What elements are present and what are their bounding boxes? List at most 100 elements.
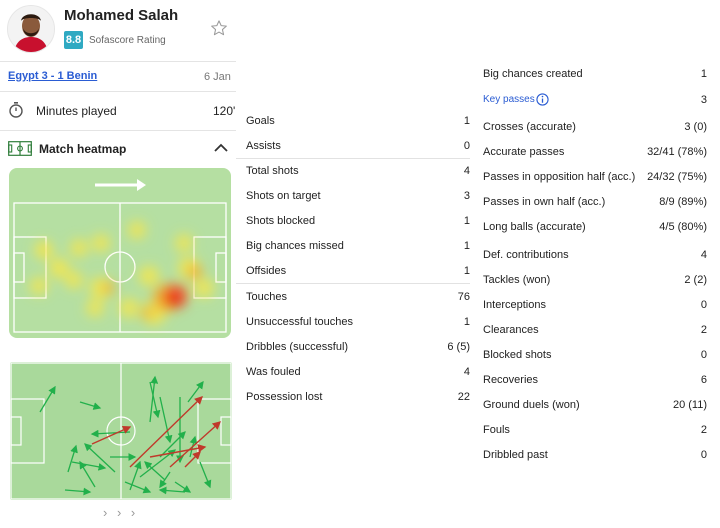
heatmap-title: Match heatmap: [39, 142, 127, 156]
stat-label: Was fouled: [246, 366, 301, 378]
stat-row-big-chances-created: Big chances created 1: [483, 66, 707, 82]
player-avatar: [7, 5, 55, 53]
stat-value: 4: [463, 165, 470, 177]
heatmap-pitch: [9, 168, 231, 338]
stat-value: 22: [457, 391, 470, 403]
stat-value: 8/9 (89%): [659, 196, 707, 208]
minutes-played-label: Minutes played: [36, 104, 117, 118]
stat-row-big-chances-missed: Big chances missed 1: [246, 238, 470, 254]
stat-row-shots-on-target: Shots on target 3: [246, 188, 470, 204]
stat-row-passes-in-own-half-acc: Passes in own half (acc.) 8/9 (89%): [483, 194, 707, 210]
stat-row-long-balls-accurate: Long balls (accurate) 4/5 (80%): [483, 219, 707, 235]
stat-label: Unsuccessful touches: [246, 316, 353, 328]
stat-label: Tackles (won): [483, 274, 551, 286]
stats-column-attack: Goals 1 Assists 0 Total shots 4 Shots on targe…: [236, 0, 470, 528]
minutes-played-value: 120': [213, 104, 236, 118]
stat-row-accurate-passes: Accurate passes 32/41 (78%): [483, 144, 707, 160]
stat-value: 1: [463, 215, 470, 227]
stat-value: 1: [700, 68, 707, 80]
stat-value: 2: [700, 324, 707, 336]
stopwatch-icon: [8, 101, 24, 119]
stat-row-fouls: Fouls 2: [483, 422, 707, 438]
stat-row-blocked-shots: Blocked shots 0: [483, 347, 707, 363]
stat-value: 20 (11): [672, 399, 707, 411]
stat-label: Blocked shots: [483, 349, 552, 361]
stat-row-ground-duels-won: Ground duels (won) 20 (11): [483, 397, 707, 413]
stat-label: Shots blocked: [246, 215, 316, 227]
stat-row-was-fouled: Was fouled 4: [246, 364, 470, 380]
stat-value: 0: [463, 140, 470, 152]
stat-row-tackles-won: Tackles (won) 2 (2): [483, 272, 707, 288]
divider: [0, 61, 236, 62]
stat-label: Passes in opposition half (acc.): [483, 171, 636, 183]
stat-label: Ground duels (won): [483, 399, 580, 411]
match-date: 6 Jan: [204, 71, 231, 83]
stat-value: 1: [463, 316, 470, 328]
stat-label: Offsides: [246, 265, 287, 277]
stat-row-recoveries: Recoveries 6: [483, 372, 707, 388]
stat-row-total-shots: Total shots 4: [246, 163, 470, 179]
stat-label: Dribbles (successful): [246, 341, 349, 353]
pass-map-pitch: [10, 362, 232, 500]
stat-row-dribbles-successful: Dribbles (successful) 6 (5): [246, 339, 470, 355]
stat-value: 1: [463, 115, 470, 127]
stat-row-touches: Touches 76: [246, 289, 470, 305]
stat-label: Interceptions: [483, 299, 546, 311]
stat-label: Fouls: [483, 424, 510, 436]
stat-label: Goals: [246, 115, 275, 127]
stat-row-passes-in-opposition-half-acc: Passes in opposition half (acc.) 24/32 (7…: [483, 169, 707, 185]
stat-label: Total shots: [246, 165, 299, 177]
stat-value: 4: [700, 249, 707, 261]
stat-value: 0: [700, 299, 707, 311]
stat-label: Long balls (accurate): [483, 221, 586, 233]
match-link[interactable]: Egypt 3 - 1 Benin: [8, 70, 98, 82]
divider: [236, 283, 470, 284]
stat-row-offsides: Offsides 1: [246, 263, 470, 279]
stat-value: 32/41 (78%): [647, 146, 707, 158]
info-icon[interactable]: [536, 93, 549, 106]
divider: [0, 91, 236, 92]
stat-label: Touches: [246, 291, 287, 303]
stat-row-assists: Assists 0: [246, 138, 470, 154]
stat-row-def-contributions: Def. contributions 4: [483, 247, 707, 263]
stat-label: Big chances missed: [246, 240, 344, 252]
stat-value: 2: [700, 424, 707, 436]
stat-row-goals: Goals 1: [246, 113, 470, 129]
stat-label: Shots on target: [246, 190, 321, 202]
stat-label[interactable]: Key passes: [483, 94, 535, 105]
stat-value: 1: [463, 265, 470, 277]
stat-value: 4/5 (80%): [659, 221, 707, 233]
stat-value: 6 (5): [447, 341, 470, 353]
stat-value: 0: [700, 349, 707, 361]
chevron-up-icon[interactable]: [213, 141, 229, 155]
rating-badge: 8.8: [64, 31, 83, 49]
player-name: Mohamed Salah: [64, 7, 179, 24]
stat-label: Clearances: [483, 324, 539, 336]
pitch-icon: [8, 141, 32, 156]
stat-row-key-passes[interactable]: Key passes 3: [483, 92, 707, 108]
stat-label: Accurate passes: [483, 146, 565, 158]
stat-label: Recoveries: [483, 374, 539, 386]
stat-label: Crosses (accurate): [483, 121, 576, 133]
stat-value: 76: [457, 291, 470, 303]
stat-value: 0: [700, 449, 707, 461]
stat-value: 24/32 (75%): [647, 171, 707, 183]
stat-row-clearances: Clearances 2: [483, 322, 707, 338]
stat-label: Passes in own half (acc.): [483, 196, 606, 208]
stat-row-dribbled-past: Dribbled past 0: [483, 447, 707, 463]
pagination-chevrons[interactable]: › › ›: [103, 505, 139, 520]
stat-value: 3: [463, 190, 470, 202]
divider: [236, 158, 470, 159]
stat-row-unsuccessful-touches: Unsuccessful touches 1: [246, 314, 470, 330]
star-icon[interactable]: [210, 19, 228, 37]
stat-value: 4: [463, 366, 470, 378]
stat-label: Def. contributions: [483, 249, 569, 261]
stat-row-possession-lost: Possession lost 22: [246, 389, 470, 405]
stat-value: 6: [700, 374, 707, 386]
stat-label: Dribbled past: [483, 449, 548, 461]
divider: [0, 130, 236, 131]
stat-value: 3 (0): [684, 121, 707, 133]
stat-row-shots-blocked: Shots blocked 1: [246, 213, 470, 229]
stat-value: 1: [463, 240, 470, 252]
stat-label: Assists: [246, 140, 281, 152]
